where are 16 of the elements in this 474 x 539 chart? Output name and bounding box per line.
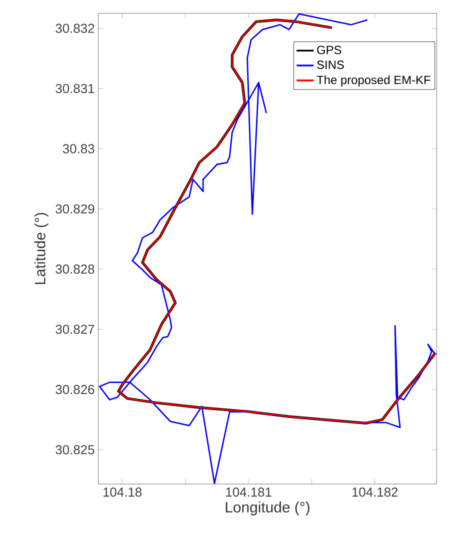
- x-tick-label: 104.182: [352, 488, 398, 497]
- y-tick-label: 30.829: [56, 204, 94, 214]
- x-axis-title: Longitude (°): [226, 502, 310, 516]
- y-axis-title: Latitude (°): [34, 212, 48, 284]
- y-tick-label: 30.831: [56, 84, 94, 94]
- y-tick-label: 30.827: [56, 324, 94, 334]
- legend-label: The proposed EM-KF: [316, 75, 430, 87]
- legend-label: SINS: [317, 60, 344, 70]
- y-tick-label: 30.826: [56, 384, 94, 394]
- y-tick-label: 30.832: [56, 24, 94, 33]
- x-tick-label: 104.18: [103, 488, 142, 497]
- x-tick-label: 104.181: [226, 488, 272, 497]
- legend-label: GPS: [317, 46, 342, 54]
- y-tick-label: 30.828: [56, 264, 94, 274]
- y-tick-label: 30.83: [62, 144, 94, 154]
- y-tick-label: 30.825: [56, 445, 94, 454]
